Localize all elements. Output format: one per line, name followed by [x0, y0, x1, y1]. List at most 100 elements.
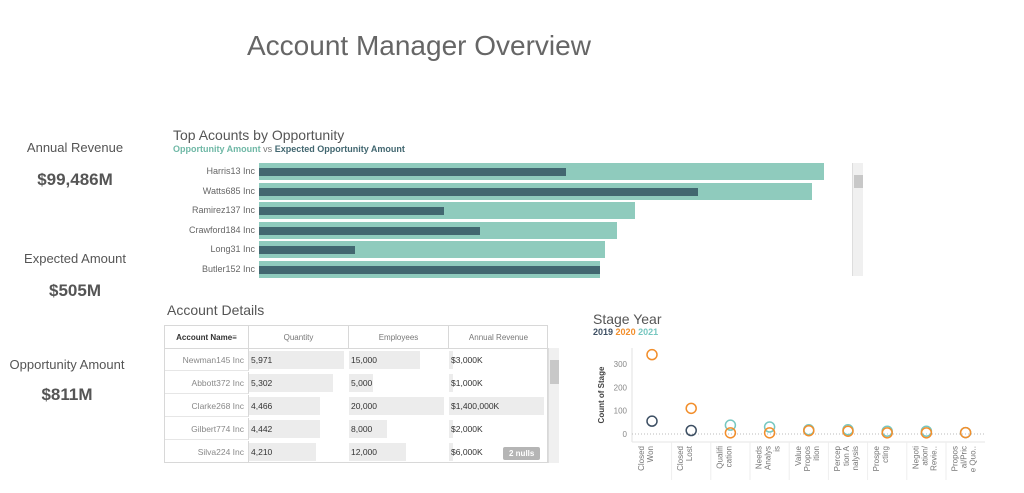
expected-bar[interactable] — [259, 187, 698, 196]
cell-bar — [249, 397, 321, 415]
bar-label: Watts685 Inc — [202, 185, 255, 196]
y-tick-label: 0 — [623, 430, 628, 439]
top-accounts-scrollbar[interactable] — [852, 163, 863, 276]
bar-label: Crawford184 Inc — [188, 224, 255, 235]
cell-bar — [349, 397, 444, 415]
stage-year-title: Stage Year — [593, 311, 662, 327]
x-tick-label: Revie.. — [929, 446, 938, 471]
column-header[interactable]: Annual Revenue — [449, 326, 547, 349]
stage-year-legend: 2019 2020 2021 — [593, 327, 658, 337]
data-point-2020[interactable] — [685, 402, 697, 415]
kpi-value: $99,486M — [37, 170, 113, 189]
cell-bar — [349, 351, 421, 369]
x-tick-label: Propos — [803, 446, 812, 471]
x-tick-label: nalysis — [851, 446, 860, 470]
data-point-2020[interactable] — [959, 426, 972, 439]
x-tick-label: cting — [881, 446, 890, 463]
cell-bar — [349, 374, 373, 392]
x-tick-label: ition — [812, 446, 821, 461]
table-cell: $1,000K — [451, 378, 483, 388]
x-tick-label: tion A — [842, 445, 851, 466]
cell-bar — [449, 351, 453, 369]
account-details-table: Account Name ≡ Quantity Employees Annual Re… — [164, 325, 548, 463]
table-cell: 5,971 — [251, 355, 273, 365]
data-point-2020[interactable] — [881, 427, 893, 439]
x-tick-label: Needs — [755, 446, 764, 469]
data-point-2019[interactable] — [685, 424, 697, 437]
table-cell: 12,000 — [351, 447, 377, 457]
kpi-value: $811M — [41, 385, 93, 404]
data-point-2019[interactable] — [646, 415, 658, 427]
x-tick-label: cation — [724, 446, 733, 467]
bar-label: Harris13 Inc — [206, 166, 255, 176]
x-tick-label: is — [773, 446, 782, 452]
account-name-cell[interactable]: Silva224 Inc — [165, 441, 249, 462]
x-tick-label: Closed — [676, 446, 685, 471]
y-tick-label: 100 — [614, 407, 628, 416]
table-cell: 20,000 — [351, 401, 377, 411]
bar-label: Ramirez137 Inc — [191, 205, 255, 215]
legend-opportunity: Opportunity Amount — [173, 144, 261, 154]
expected-bar[interactable] — [259, 246, 356, 254]
table-cell: 4,210 — [251, 447, 273, 457]
expected-bar[interactable] — [259, 168, 567, 176]
column-header[interactable]: Account Name ≡ — [165, 326, 249, 349]
column-header[interactable]: Quantity — [249, 326, 349, 349]
scrollbar-thumb[interactable] — [854, 175, 863, 188]
cell-bar — [449, 374, 453, 392]
expected-bar[interactable] — [259, 207, 445, 215]
legend-2019: 2019 — [593, 327, 614, 337]
account-name-cell[interactable]: Gilbert774 Inc — [165, 418, 249, 440]
cell-bar — [349, 443, 406, 461]
x-tick-label: Qualifi — [715, 446, 724, 469]
legend-2021: 2021 — [638, 327, 659, 337]
data-point-2020[interactable] — [724, 427, 737, 439]
x-tick-label: Percep — [833, 445, 842, 471]
x-tick-label: Closed — [637, 446, 646, 471]
x-tick-label: al/Pric — [960, 446, 969, 468]
kpi-label: Opportunity Amount — [9, 357, 125, 372]
sort-icon[interactable]: ≡ — [232, 332, 237, 342]
bar-label: Butler152 Inc — [201, 263, 255, 274]
data-point-2021[interactable] — [763, 421, 776, 433]
kpi-label: Annual Revenue — [26, 140, 124, 155]
data-point-2020[interactable] — [920, 427, 933, 439]
account-name-cell[interactable]: Clarke268 Inc — [165, 395, 249, 417]
table-cell: $1,400,000K — [451, 401, 500, 411]
data-point-2020[interactable] — [803, 424, 815, 437]
table-cell: 5,302 — [251, 378, 273, 388]
expected-bar[interactable] — [259, 226, 480, 235]
table-cell: 4,442 — [251, 424, 273, 434]
cell-bar — [349, 420, 387, 438]
table-cell: 15,000 — [351, 355, 377, 365]
scrollbar-thumb[interactable] — [550, 360, 559, 384]
table-scrollbar[interactable] — [548, 348, 559, 463]
legend-2020: 2020 — [615, 327, 636, 337]
x-tick-label: Analys — [764, 446, 773, 470]
table-cell: $2,000K — [451, 424, 483, 434]
data-point-2021[interactable] — [724, 419, 737, 431]
data-point-2020[interactable] — [763, 427, 776, 439]
cell-bar — [249, 374, 334, 392]
data-point-2020[interactable] — [646, 348, 658, 361]
account-name-cell[interactable]: Abbott372 Inc — [165, 372, 249, 394]
nulls-badge[interactable]: 2 nulls — [503, 447, 541, 460]
y-tick-label: 200 — [614, 383, 628, 392]
top-accounts-title: Top Acounts by Opportunity — [173, 127, 345, 143]
legend-expected: Expected Opportunity Amount — [274, 144, 405, 154]
x-tick-label: Lost — [685, 445, 694, 461]
cell-bar — [249, 351, 344, 369]
data-point-2020[interactable] — [842, 425, 854, 437]
x-tick-label: Propos — [951, 446, 960, 471]
x-tick-label: Won — [646, 446, 655, 462]
kpi-label: Expected Amount — [24, 251, 126, 266]
cell-bar — [249, 443, 316, 461]
table-cell: $3,000K — [451, 355, 483, 365]
account-name-cell[interactable]: Newman145 Inc — [165, 349, 249, 371]
bar-label: Long31 Inc — [210, 244, 255, 254]
table-cell: 4,466 — [251, 401, 273, 411]
column-header[interactable]: Employees — [349, 326, 449, 349]
x-tick-label: Negoti — [911, 446, 920, 469]
cell-bar — [249, 420, 320, 438]
expected-bar[interactable] — [259, 265, 601, 274]
